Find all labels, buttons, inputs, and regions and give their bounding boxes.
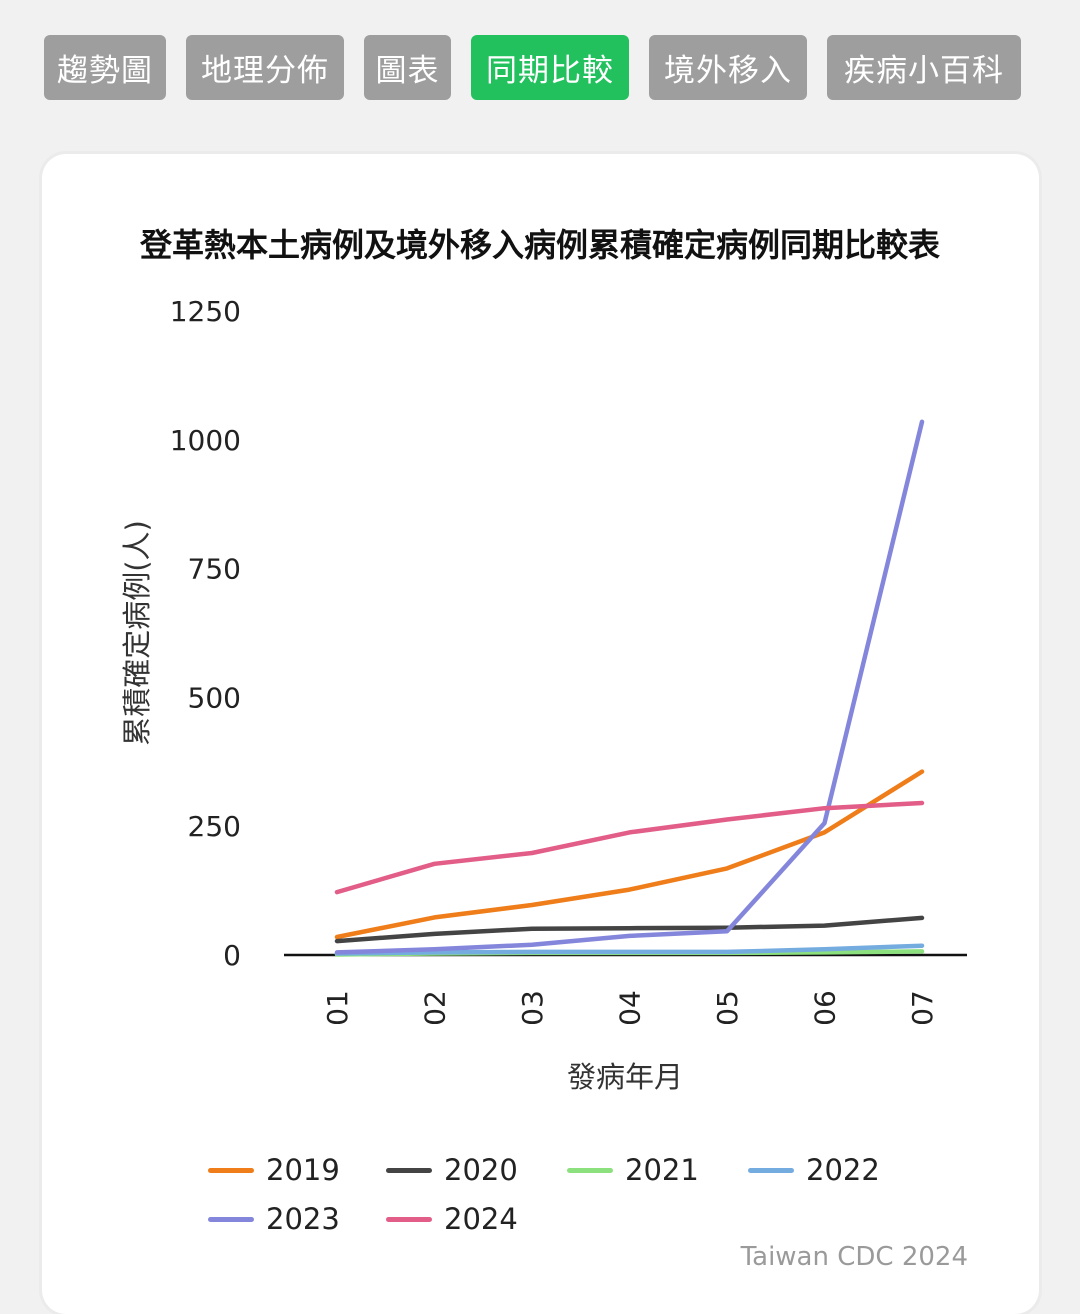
legend-swatch [208, 1216, 254, 1222]
legend-swatch [208, 1167, 254, 1173]
x-axis-ticks: 01 02 03 04 05 06 07 [321, 990, 939, 1026]
x-tick-label: 05 [711, 990, 744, 1026]
tab-period-comparison[interactable]: 同期比較 [471, 35, 629, 100]
tab-trend[interactable]: 趨勢圖 [44, 35, 166, 100]
chart-title-text: 登革熱本土病例及境外移入病例累積確定病例同期比較表 [139, 226, 940, 264]
legend-item-2024[interactable]: 2024 [386, 1197, 518, 1241]
series-line-2023[interactable] [334, 419, 925, 955]
legend-swatch [386, 1167, 432, 1173]
series-lines [334, 419, 925, 957]
y-tick-label: 500 [188, 681, 241, 714]
legend-item-2020[interactable]: 2020 [386, 1148, 518, 1192]
legend-label: 2023 [266, 1202, 340, 1236]
x-axis-title: 發病年月 [567, 1060, 683, 1094]
x-tick-label: 02 [419, 990, 452, 1026]
y-tick-label: 0 [223, 939, 241, 972]
y-axis-title: 累積確定病例(人) [120, 520, 154, 746]
legend-item-2022[interactable]: 2022 [748, 1148, 880, 1192]
legend-label: 2019 [266, 1153, 340, 1187]
legend-swatch [567, 1167, 613, 1173]
legend-label: 2022 [806, 1153, 880, 1187]
x-tick-label: 04 [614, 990, 647, 1026]
legend-swatch [748, 1167, 794, 1173]
legend-item-2019[interactable]: 2019 [208, 1148, 340, 1192]
series-line-2024[interactable] [334, 800, 925, 895]
y-tick-label: 750 [188, 553, 241, 586]
x-tick-label: 03 [516, 990, 549, 1026]
x-tick-label: 01 [321, 990, 354, 1026]
tab-charts[interactable]: 圖表 [364, 35, 451, 100]
y-tick-label: 1000 [170, 424, 241, 457]
series-line-2019[interactable] [334, 769, 925, 940]
y-tick-label: 1250 [170, 295, 241, 328]
tab-imported-cases[interactable]: 境外移入 [649, 35, 807, 100]
x-tick-label: 07 [906, 990, 939, 1026]
legend-label: 2021 [625, 1153, 699, 1187]
x-tick-label: 06 [809, 990, 842, 1026]
line-chart: 0 250 500 750 1000 1250 01 02 03 04 05 06 07 發病年月 累… [120, 295, 967, 1094]
series-line-2022[interactable] [334, 943, 925, 956]
tab-disease-encyclopedia[interactable]: 疾病小百科 [827, 35, 1021, 100]
chart-title: 登革熱本土病例及境外移入病例累積確定病例同期比較表 [84, 220, 996, 266]
y-axis-ticks: 0 250 500 750 1000 1250 [170, 295, 241, 972]
tab-geo-distribution[interactable]: 地理分佈 [186, 35, 344, 100]
series-line-2020[interactable] [334, 915, 925, 944]
tab-bar: 趨勢圖 地理分佈 圖表 同期比較 境外移入 疾病小百科 [44, 35, 1036, 100]
legend-label: 2024 [444, 1202, 518, 1236]
legend-label: 2020 [444, 1153, 518, 1187]
chart-credit: Taiwan CDC 2024 [740, 1242, 968, 1272]
legend-swatch [386, 1216, 432, 1222]
legend-item-2023[interactable]: 2023 [208, 1197, 340, 1241]
y-tick-label: 250 [188, 810, 241, 843]
legend-item-2021[interactable]: 2021 [567, 1148, 699, 1192]
chart-card [42, 154, 1039, 1314]
